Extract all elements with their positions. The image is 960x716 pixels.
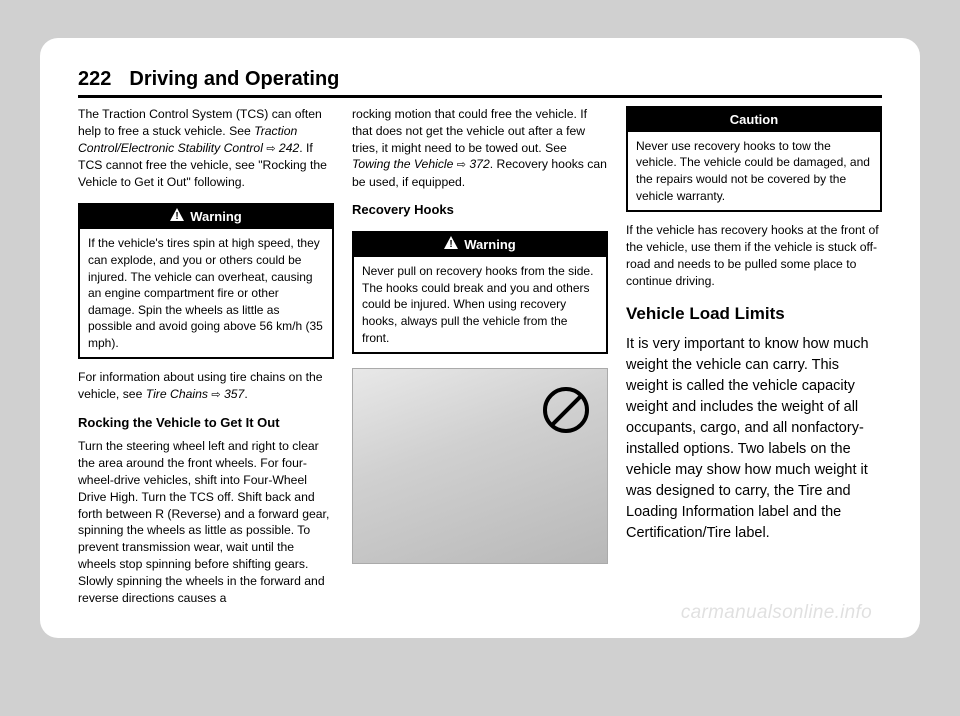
warning-header: ! Warning <box>80 205 332 229</box>
link-icon: ⇨ <box>211 389 220 401</box>
paragraph: If the vehicle has recovery hooks at the… <box>626 222 882 289</box>
warning-label: Warning <box>190 208 242 226</box>
warning-label: Warning <box>464 236 516 254</box>
column-2: rocking motion that could free the vehic… <box>352 106 608 611</box>
paragraph: For information about using tire chains … <box>78 369 334 403</box>
warning-triangle-icon: ! <box>170 208 184 226</box>
warning-header: ! Warning <box>354 233 606 257</box>
paragraph: rocking motion that could free the vehic… <box>352 106 608 190</box>
prohibition-icon <box>543 387 589 433</box>
subheading: Rocking the Vehicle to Get It Out <box>78 414 334 432</box>
cross-ref-page: 372 <box>466 157 490 171</box>
content-columns: The Traction Control System (TCS) can of… <box>78 106 882 611</box>
paragraph: Turn the steering wheel left and right t… <box>78 438 334 606</box>
paragraph: It is very important to know how much we… <box>626 334 882 544</box>
subheading: Recovery Hooks <box>352 201 608 219</box>
column-3: Caution Never use recovery hooks to tow … <box>626 106 882 611</box>
column-1: The Traction Control System (TCS) can of… <box>78 106 334 611</box>
warning-body: If the vehicle's tires spin at high spee… <box>80 229 332 357</box>
svg-text:!: ! <box>176 211 179 221</box>
link-icon: ⇨ <box>457 159 466 171</box>
link-icon: ⇨ <box>266 143 275 155</box>
text: . <box>244 387 247 401</box>
cross-ref-page: 242 <box>276 141 300 155</box>
warning-box: ! Warning Never pull on recovery hooks f… <box>352 231 608 354</box>
warning-triangle-icon: ! <box>444 236 458 254</box>
paragraph: The Traction Control System (TCS) can of… <box>78 106 334 190</box>
svg-text:!: ! <box>450 239 453 249</box>
caution-box: Caution Never use recovery hooks to tow … <box>626 106 882 212</box>
caution-body: Never use recovery hooks to tow the vehi… <box>628 132 880 210</box>
warning-body: Never pull on recovery hooks from the si… <box>354 257 606 352</box>
cross-ref-page: 357 <box>221 387 245 401</box>
chapter-title: Driving and Operating <box>129 68 339 91</box>
text: rocking motion that could free the vehic… <box>352 107 587 155</box>
recovery-hook-image <box>352 368 608 564</box>
cross-ref-link: Towing the Vehicle <box>352 157 453 171</box>
manual-page: 222 Driving and Operating The Traction C… <box>40 38 920 638</box>
page-header: 222 Driving and Operating <box>78 68 882 98</box>
caution-label: Caution <box>628 108 880 132</box>
page-number: 222 <box>78 68 111 91</box>
cross-ref-link: Tire Chains <box>146 387 208 401</box>
section-heading: Vehicle Load Limits <box>626 302 882 325</box>
warning-box: ! Warning If the vehicle's tires spin at… <box>78 203 334 359</box>
